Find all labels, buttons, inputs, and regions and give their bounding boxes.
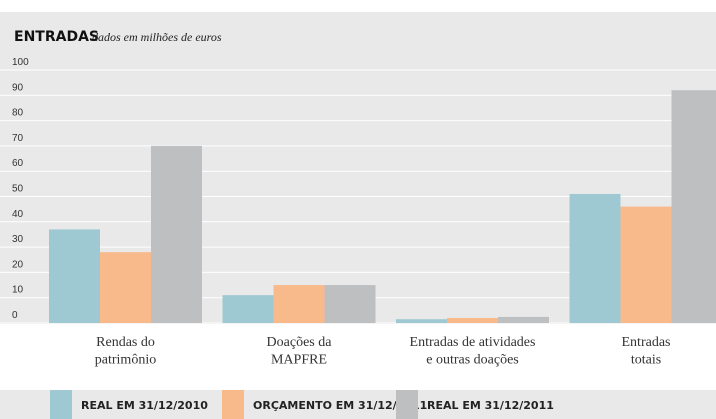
y-tick-label: 10 bbox=[12, 285, 24, 296]
bar bbox=[49, 229, 100, 323]
y-tick-label: 40 bbox=[12, 209, 24, 220]
y-tick-label: 50 bbox=[12, 184, 24, 195]
y-tick-label: 20 bbox=[12, 259, 24, 270]
bar bbox=[273, 285, 325, 323]
bar bbox=[620, 206, 672, 323]
bar bbox=[100, 252, 151, 323]
legend-swatch bbox=[50, 390, 72, 419]
chart-subtitle: dados em milhões de euros bbox=[92, 30, 222, 44]
y-tick-label: 30 bbox=[12, 234, 24, 245]
y-tick-label: 0 bbox=[12, 310, 18, 321]
legend-background bbox=[0, 390, 716, 419]
y-tick-label: 100 bbox=[12, 57, 29, 68]
legend-label: REAL EM 31/12/2011 bbox=[427, 399, 554, 412]
x-tick-label: Doações da MAPFRE bbox=[267, 335, 333, 368]
chart-title: ENTRADAS bbox=[14, 29, 99, 45]
bar bbox=[447, 317, 498, 323]
y-tick-label: 90 bbox=[12, 82, 24, 93]
y-tick-label: 80 bbox=[12, 108, 24, 119]
bar bbox=[324, 285, 376, 323]
bar bbox=[222, 295, 274, 323]
legend-swatch bbox=[222, 390, 244, 419]
bar bbox=[498, 316, 549, 323]
x-tick-label: Entradas totais bbox=[622, 335, 671, 368]
bar bbox=[396, 319, 447, 323]
y-tick-label: 70 bbox=[12, 133, 24, 144]
x-tick-label: Rendas do patrimônio bbox=[95, 335, 156, 368]
legend-swatch bbox=[396, 390, 418, 419]
legend-label: REAL EM 31/12/2010 bbox=[81, 399, 208, 412]
bar bbox=[569, 193, 621, 323]
y-tick-label: 60 bbox=[12, 158, 24, 169]
legend-label: ORÇAMENTO EM 31/12/2011 bbox=[253, 399, 427, 412]
bar bbox=[151, 145, 202, 323]
bar bbox=[671, 90, 716, 324]
x-tick-label: Entradas de atividades e outras doações bbox=[410, 335, 536, 368]
